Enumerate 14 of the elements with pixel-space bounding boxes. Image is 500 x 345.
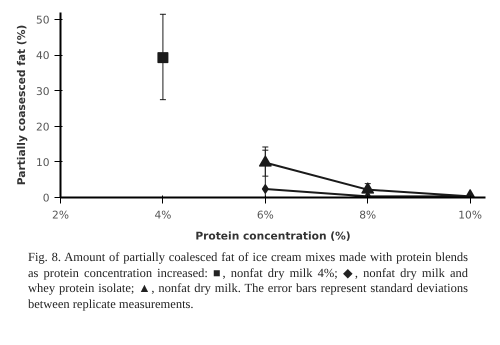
x-tick-label: 2% bbox=[52, 208, 69, 222]
x-tick-label: 6% bbox=[256, 208, 274, 222]
x-tick-label: 8% bbox=[359, 208, 376, 222]
x-tick-label: 10% bbox=[458, 208, 482, 222]
y-tick-label: 50 bbox=[36, 14, 50, 27]
y-tick-label: 0 bbox=[42, 192, 50, 204]
y-axis-title: Partially coasesced fat (%) bbox=[14, 24, 28, 186]
x-tick-label: 4% bbox=[154, 208, 172, 222]
y-tick-label: 40 bbox=[36, 49, 50, 62]
y-tick-label: 20 bbox=[36, 120, 50, 134]
y-tick-label: 30 bbox=[36, 84, 50, 98]
x-axis-title: Protein concentration (%) bbox=[195, 230, 351, 242]
y-tick-label: 10 bbox=[36, 156, 50, 169]
caption: Fig. 8. Amount of partially coalesced fat of ice cream mixes made with protein blends as protein concentration increased: ■, nonfat dry milk 4%; ◆, nonfat dry milk and whey protein isolate; ▲, nonfat dry milk. The error bars represent standard deviations between replicate measurements. bbox=[28, 250, 468, 312]
